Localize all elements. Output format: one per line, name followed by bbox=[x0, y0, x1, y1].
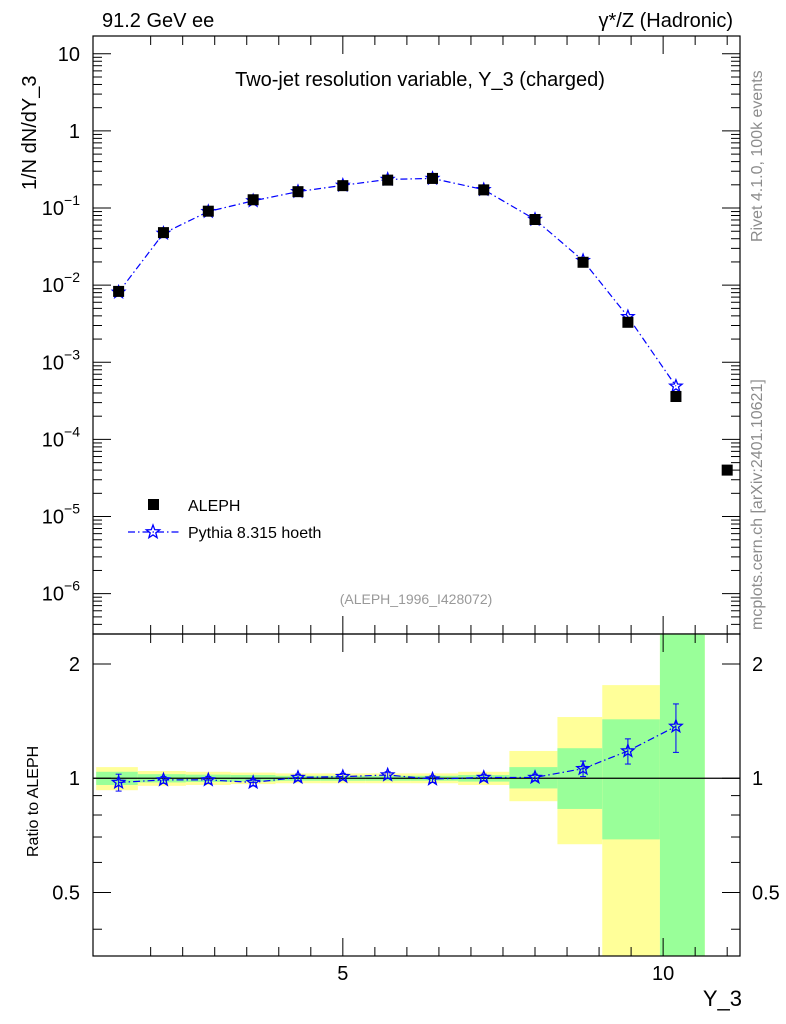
ratio-y-tick-label-right: 2 bbox=[752, 654, 763, 676]
mcplots-source-label: mcplots.cern.ch [arXiv:2401.10621] bbox=[749, 379, 766, 630]
ratio-uncertainty-bands bbox=[96, 634, 705, 956]
ratio-y-tick-label: 2 bbox=[69, 654, 80, 676]
data-point bbox=[247, 194, 259, 206]
main-y-tick-label: 10−5 bbox=[42, 501, 80, 529]
ratio-point bbox=[619, 742, 636, 758]
ratio-point bbox=[527, 769, 543, 785]
ratio-point bbox=[110, 774, 127, 790]
main-panel: 10−6 10−5 10−4 10−3 10−2 10−1 1 10 Two-jet reso… bbox=[19, 35, 741, 635]
ratio-point bbox=[155, 771, 172, 787]
ratio-point bbox=[200, 771, 217, 787]
ratio-point bbox=[475, 769, 492, 785]
data-point bbox=[202, 205, 214, 217]
ratio-band-green bbox=[602, 719, 660, 840]
ratio-tick-labels: 0.5 0.5 1 1 2 2 5 10 bbox=[52, 654, 780, 985]
data-point bbox=[337, 180, 349, 192]
ratio-point bbox=[424, 770, 441, 786]
data-point bbox=[721, 464, 733, 476]
data-point bbox=[622, 316, 634, 328]
ratio-y-axis-label: Ratio to ALEPH bbox=[25, 746, 42, 857]
ratio-y-tick-label: 0.5 bbox=[52, 882, 80, 904]
header-process-label: γ*/Z (Hadronic) bbox=[599, 10, 733, 32]
ratio-y-tick-label: 1 bbox=[69, 768, 80, 790]
data-point bbox=[157, 227, 169, 239]
legend-mc-marker bbox=[144, 523, 162, 540]
main-y-tick-label: 10−6 bbox=[42, 578, 80, 606]
x-tick-label: 5 bbox=[337, 963, 348, 985]
x-axis-label: Y_3 bbox=[703, 986, 742, 1011]
data-point bbox=[292, 186, 304, 198]
ratio-point bbox=[667, 718, 684, 734]
mc-series bbox=[110, 170, 684, 393]
ratio-axis-ticks bbox=[93, 634, 740, 956]
main-y-tick-label: 10 bbox=[58, 44, 80, 66]
main-y-axis-label: 1/N dN/dY_3 bbox=[19, 75, 41, 190]
data-point bbox=[427, 172, 439, 184]
data-point bbox=[529, 214, 541, 226]
x-tick-label: 10 bbox=[652, 963, 674, 985]
header-energy-label: 91.2 GeV ee bbox=[102, 10, 214, 32]
ratio-band-green bbox=[659, 634, 705, 956]
mc-point bbox=[668, 377, 684, 393]
data-point bbox=[113, 285, 125, 297]
ratio-y-tick-label-right: 1 bbox=[752, 768, 763, 790]
legend-label-mc: Pythia 8.315 hoeth bbox=[188, 525, 321, 542]
data-point bbox=[382, 174, 394, 186]
legend-label-data: ALEPH bbox=[188, 498, 240, 515]
main-y-tick-label: 10−1 bbox=[42, 192, 80, 220]
data-series bbox=[113, 172, 733, 476]
main-panel-frame bbox=[92, 35, 741, 635]
main-y-tick-label: 10−2 bbox=[42, 269, 80, 297]
analysis-id-label: (ALEPH_1996_I428072) bbox=[340, 591, 493, 607]
rivet-version-label: Rivet 4.1.0, 100k events bbox=[749, 70, 766, 242]
main-y-tick-label: 10−4 bbox=[42, 423, 80, 451]
ratio-mc-series bbox=[110, 703, 684, 792]
ratio-panel-frame bbox=[92, 633, 741, 957]
ratio-y-tick-label-right: 0.5 bbox=[752, 882, 780, 904]
main-y-tick-label: 1 bbox=[69, 121, 80, 143]
legend-data-marker bbox=[148, 499, 159, 510]
ratio-panel: 0.5 0.5 1 1 2 2 5 10 Ratio to ALEPH Y_3 bbox=[25, 633, 780, 1011]
main-y-tick-label: 10−3 bbox=[42, 346, 80, 374]
chart-title: Two-jet resolution variable, Y_3 (charge… bbox=[235, 69, 605, 91]
ratio-point bbox=[334, 768, 351, 784]
data-point bbox=[577, 256, 589, 268]
ratio-point bbox=[379, 766, 396, 782]
data-point bbox=[670, 391, 682, 403]
ratio-point bbox=[575, 760, 592, 776]
legend: ALEPH Pythia 8.315 hoeth bbox=[128, 498, 321, 542]
main-y-tick-labels: 10−6 10−5 10−4 10−3 10−2 10−1 1 10 bbox=[42, 44, 80, 606]
data-point bbox=[478, 184, 490, 196]
ratio-point bbox=[245, 774, 262, 790]
ratio-point bbox=[290, 769, 306, 785]
main-axis-ticks bbox=[93, 36, 740, 635]
